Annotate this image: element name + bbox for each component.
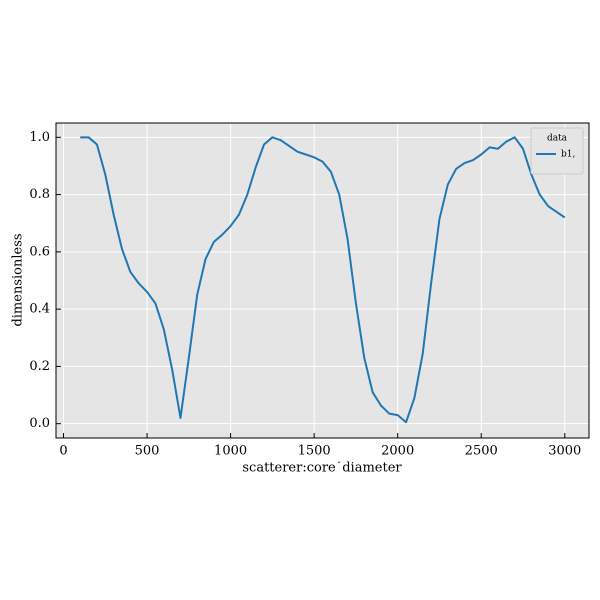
x-tick-label: 0 <box>59 444 67 459</box>
legend-box <box>530 127 584 175</box>
y-tick-label: 1.0 <box>29 130 50 145</box>
x-tick-label: 1000 <box>214 444 247 459</box>
y-tick-label: 0.8 <box>29 187 50 202</box>
x-tick-label: 2500 <box>465 444 498 459</box>
plot-area <box>56 123 589 438</box>
y-tick-label: 0.0 <box>29 416 50 431</box>
legend-title: data <box>547 134 568 144</box>
y-axis-label: dimensionless <box>11 233 26 326</box>
y-tick-label: 0.2 <box>29 359 50 374</box>
x-axis-label: scatterer:core˙diameter <box>242 461 402 476</box>
legend-label: b1, <box>561 150 575 160</box>
y-tick-label: 0.4 <box>29 302 50 317</box>
y-tick-label: 0.6 <box>29 244 50 259</box>
line-series <box>80 136 566 424</box>
legend: data b1, <box>530 127 584 175</box>
marks <box>80 136 566 424</box>
plot-frame <box>55 122 590 439</box>
grid <box>56 123 589 438</box>
x-tick-label: 2000 <box>381 444 414 459</box>
x-tick-label: 3000 <box>548 444 581 459</box>
x-tick-label: 500 <box>135 444 160 459</box>
x-tick-label: 1500 <box>298 444 331 459</box>
